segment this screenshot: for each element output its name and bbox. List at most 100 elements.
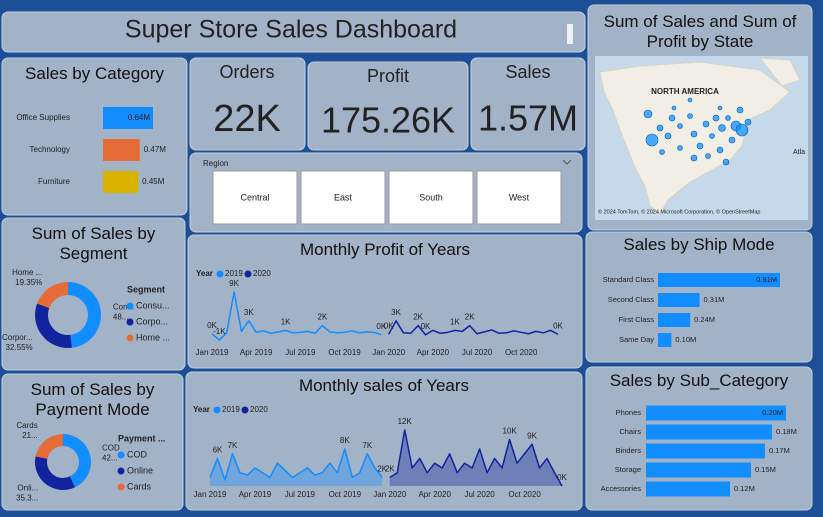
kpi-value: 1.57M (478, 98, 578, 139)
data-label: 1K (281, 318, 291, 327)
x-tick-label: Jan 2020 (372, 348, 405, 357)
slicer-title: Region (203, 159, 228, 168)
slicer-chevron[interactable] (562, 159, 572, 165)
slicer-option[interactable]: South (419, 192, 443, 202)
chart-title-box: Sales by Sub_Category (610, 371, 789, 390)
bar (658, 273, 780, 287)
legend-title: Year (193, 405, 210, 414)
category-label: Office Supplies (16, 113, 70, 122)
category-label: Chairs (619, 427, 641, 436)
legend-swatch (241, 406, 249, 414)
bar (103, 107, 153, 129)
slice-label: Cards (16, 421, 37, 430)
x-tick-label: Apr 2019 (240, 348, 273, 357)
x-tick-label: Jul 2019 (285, 348, 316, 357)
x-tick-label: Apr 2020 (417, 348, 450, 357)
slicer-tile[interactable] (476, 170, 562, 225)
data-label: 9K (527, 431, 537, 440)
map-land (599, 61, 791, 215)
panel (189, 57, 306, 151)
chart-title: Monthly Profit of Years (299, 240, 471, 260)
x-tick-label: Apr 2019 (239, 490, 272, 499)
data-label: 6K (213, 446, 223, 455)
scrollbar (567, 24, 573, 44)
bar (646, 405, 786, 421)
data-label: 0K (421, 322, 431, 331)
data-label: 32.55% (6, 343, 33, 352)
legend-swatch (117, 467, 125, 475)
data-label: 0.31M (704, 295, 725, 304)
data-label: 12K (398, 417, 413, 426)
slicer-tile[interactable] (300, 170, 386, 225)
legend-swatch (117, 483, 125, 491)
donut-slice (37, 282, 68, 309)
data-label: 10K (502, 427, 517, 436)
map-attribution: © 2024 TomTom, © 2024 Microsoft Corporat… (598, 208, 760, 215)
data-label: 7K (362, 441, 372, 450)
slice-label: Onli... (17, 484, 38, 493)
line (389, 429, 563, 487)
chart-title-box: Monthly Profit of Years (299, 240, 471, 260)
slicer-option[interactable]: East (334, 192, 353, 202)
bar (658, 293, 700, 307)
data-label: 0.64M (128, 113, 151, 122)
kpi-value: 22K (213, 98, 281, 140)
data-label: 0.47M (144, 145, 167, 154)
chart-title-box: Monthly sales of Years (298, 376, 470, 396)
data-label: -1K (213, 327, 226, 336)
category-label: First Class (619, 315, 655, 324)
legend-swatch (126, 334, 134, 342)
legend-label: Consu... (136, 300, 170, 310)
legend-label: Cards (127, 481, 152, 491)
area (210, 448, 383, 486)
data-label: 0.91M (756, 275, 777, 284)
category-label: Binders (616, 446, 642, 455)
bar (658, 333, 672, 347)
legend-title: Segment (127, 284, 165, 294)
x-tick-label: Jul 2020 (464, 490, 495, 499)
data-label: 0.24M (694, 315, 715, 324)
donut-slice (63, 434, 92, 488)
x-tick-label: Oct 2019 (329, 490, 362, 499)
kpi-label: Sales (505, 62, 550, 82)
slicer-option[interactable]: Central (240, 192, 269, 202)
data-label: 35.3... (16, 494, 38, 503)
category-label: Accessories (601, 484, 642, 493)
data-label: 8K (340, 436, 350, 445)
data-label: 0.15M (755, 465, 776, 474)
chart-title-box: Sum of Sales by Segment (32, 224, 156, 263)
category-label: Second Class (608, 295, 655, 304)
legend-label: 2019 (222, 405, 240, 414)
data-label: 2K (385, 465, 395, 474)
data-label: 2K (413, 313, 423, 322)
chart-title: Monthly sales of Years (298, 376, 470, 396)
donut-slice (34, 456, 76, 491)
data-label: 19.35% (15, 278, 42, 287)
legend-label: Home ... (136, 332, 170, 342)
slicer-tile[interactable] (388, 170, 474, 225)
line (388, 320, 559, 336)
data-label: 9K (229, 279, 239, 288)
slicer-tile[interactable] (212, 170, 298, 225)
slice-label: Home ... (12, 268, 42, 277)
panel (1, 11, 586, 53)
category-label: Standard Class (603, 275, 655, 284)
legend-label: Corpo... (136, 316, 168, 326)
donut-slice (35, 434, 63, 459)
kpi-label: Profit (367, 66, 409, 86)
dashboard-title: Super Store Sales Dashboard (125, 16, 457, 44)
panel (187, 234, 583, 369)
x-tick-label: Oct 2019 (328, 348, 361, 357)
category-label: Same Day (619, 335, 654, 344)
legend-label: 2020 (253, 269, 271, 278)
line (209, 448, 383, 481)
chart-title: Sum of Sales by Payment Mode (30, 380, 155, 419)
slice-label: Con... (113, 302, 134, 311)
data-label: 2K (318, 313, 328, 322)
data-label: 0.18M (776, 427, 797, 436)
slicer-option[interactable]: West (509, 192, 530, 202)
legend-swatch (213, 406, 221, 414)
panel (307, 61, 469, 151)
x-tick-label: Apr 2020 (418, 490, 451, 499)
bar (646, 443, 765, 459)
